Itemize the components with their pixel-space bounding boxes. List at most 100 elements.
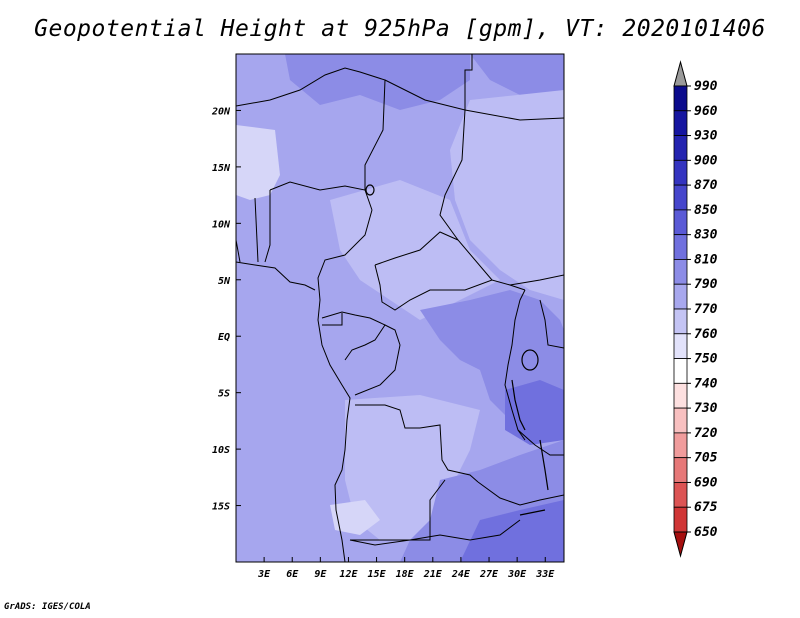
border-cameroon-car: [374, 264, 526, 311]
colorbar-swatch: [673, 184, 688, 211]
y-tick-label: 20N: [211, 106, 231, 117]
field-highest-southeast-shading: [460, 500, 564, 562]
colorbar-swatch: [673, 85, 688, 112]
colorbar: 990 960 930 900 870 850 830 810 790 770 760 750 740 7…: [673, 60, 718, 558]
x-tick-label: 9E: [314, 569, 327, 580]
field-low-south-shading: [345, 395, 480, 540]
field-lowest-west-shading: [236, 125, 280, 200]
field-high-north-shading: [285, 54, 470, 110]
colorbar-swatch: [673, 382, 688, 409]
y-tick-label: EQ: [218, 332, 230, 343]
border-drc-east: [504, 289, 526, 441]
x-tick-label: 27E: [479, 569, 499, 580]
colorbar-label: 850: [694, 203, 718, 218]
border-nigeria-cameroon: [317, 209, 373, 301]
colorbar-swatch: [673, 135, 688, 161]
lake-chad: [365, 184, 375, 196]
border-namibia-south: [349, 519, 521, 546]
colorbar-label: 960: [694, 104, 718, 119]
x-tick-label: 18E: [396, 569, 415, 580]
colorbar-swatch: [673, 259, 688, 285]
colorbar-label: 790: [694, 277, 718, 292]
border-angola-zambia: [350, 479, 446, 541]
border-coast-westafrica: [236, 261, 316, 291]
colorbar-label: 900: [694, 153, 718, 168]
border-uganda-kenya: [539, 299, 564, 349]
colorbar-swatch: [673, 159, 688, 186]
border-sudan-east: [464, 109, 564, 121]
colorbar-label: 760: [694, 327, 718, 342]
border-sahara-north: [236, 67, 386, 190]
colorbar-swatch: [673, 234, 688, 260]
x-tick-label: 30E: [507, 569, 527, 580]
country-borders: [236, 54, 564, 562]
border-libya-chad: [384, 54, 473, 111]
colorbar-swatch: [673, 358, 688, 384]
border-chad-sudan: [439, 109, 493, 281]
colorbar-under-triangle: [673, 531, 688, 558]
border-benin: [264, 190, 271, 263]
colorbar-swatch: [673, 209, 688, 236]
border-central-coast: [317, 299, 351, 562]
border-niger-nigeria: [269, 181, 373, 211]
x-tick-label: 33E: [535, 569, 555, 580]
colorbar-label: 990: [694, 79, 718, 94]
colorbar-label: 870: [694, 178, 718, 193]
border-south-sudan: [509, 274, 564, 286]
colorbar-swatch: [673, 457, 688, 483]
colorbar-label: 720: [694, 426, 718, 441]
border-tanzania-south: [517, 429, 564, 456]
lakes: [365, 184, 549, 516]
y-tick-label: 10N: [212, 219, 231, 230]
colorbar-swatch: [673, 432, 688, 459]
colorbar-label: 705: [694, 451, 718, 466]
lake-kariba: [519, 509, 546, 516]
y-tick-label: 5N: [218, 276, 231, 287]
colorbar-label: 770: [694, 302, 718, 317]
field-low-central-shading: [330, 180, 500, 320]
x-tick-label: 6E: [286, 569, 299, 580]
field-low-east-shading: [450, 90, 564, 300]
colorbar-label: 930: [694, 129, 718, 144]
border-togo: [254, 197, 259, 263]
border-chad-south: [374, 231, 459, 266]
field-high-northeast-shading: [470, 54, 564, 100]
colorbar-swatch: [673, 283, 688, 310]
border-congo-drc: [354, 324, 401, 396]
colorbar-label: 810: [694, 252, 718, 267]
y-tick-label: 10S: [212, 445, 230, 456]
colorbar-label: 750: [694, 352, 718, 367]
colorbar-label: 740: [694, 376, 718, 391]
chart-title: Geopotential Height at 925hPa [gpm], VT:…: [34, 16, 766, 42]
border-gulf-guinea: [236, 239, 241, 263]
x-axis: 3E 6E 9E 12E 15E 18E 21E 24E 27E 30E 33E: [257, 557, 555, 580]
colorbar-label: 690: [694, 475, 718, 490]
x-tick-label: 21E: [423, 569, 443, 580]
lake-victoria: [521, 349, 539, 371]
shaded-field: [236, 54, 564, 562]
grads-credit: GrADS: IGES/COLA: [4, 602, 91, 612]
y-tick-label: 5S: [218, 389, 230, 400]
x-tick-label: 12E: [339, 569, 358, 580]
colorbar-swatch: [673, 506, 688, 533]
field-highest-lakes-shading: [505, 380, 564, 445]
colorbar-label: 650: [694, 525, 718, 540]
colorbar-label: 830: [694, 228, 718, 243]
field-lowest-south-shading: [330, 500, 380, 535]
colorbar-swatch: [673, 482, 688, 508]
colorbar-label: 675: [694, 500, 718, 515]
y-axis: 20N 15N 10N 5N EQ 5S 10S 15S: [211, 106, 241, 513]
colorbar-swatch: [673, 308, 688, 335]
border-angola-drc: [355, 404, 479, 483]
colorbar-over-triangle: [673, 60, 688, 87]
lake-malawi: [539, 439, 549, 491]
map-frame: [235, 53, 565, 563]
colorbar-swatch: [673, 407, 688, 434]
y-tick-label: 15N: [212, 163, 231, 174]
colorbar-swatch: [673, 110, 688, 136]
colorbar-swatch: [673, 333, 688, 359]
x-tick-label: 3E: [257, 569, 271, 580]
colorbar-label: 730: [694, 401, 718, 416]
x-tick-label: 15E: [368, 569, 387, 580]
